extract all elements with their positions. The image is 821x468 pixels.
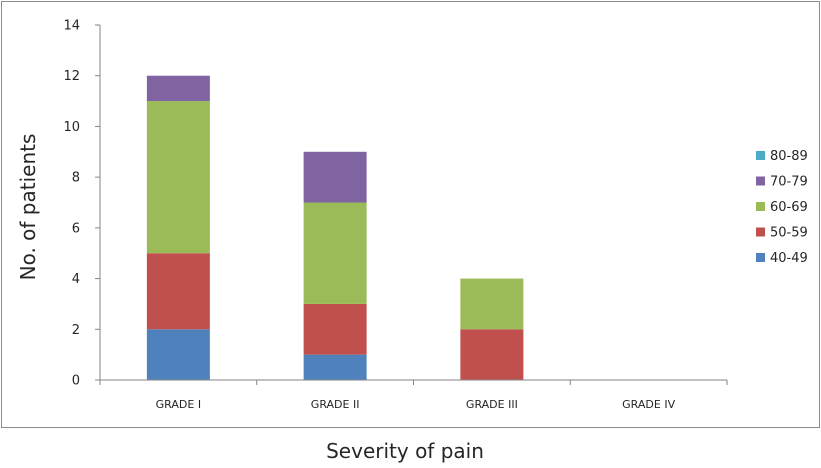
legend-swatch [756,227,765,237]
x-tick-label: GRADE I [156,398,201,411]
y-axis-title: No. of patients [16,134,40,281]
legend-swatch [756,202,765,211]
bar-segment-50-59 [303,303,367,355]
x-axis-title: Severity of pain [326,439,484,463]
bar-segment-50-59 [460,329,524,380]
chart-border [1,1,820,428]
x-axis-ticks: GRADE I GRADE II GRADE III GRADE IV [99,380,728,411]
bar-segment-70-79 [146,75,210,102]
x-tick-label: GRADE III [466,398,518,411]
bar-segment-60-69 [146,101,210,254]
legend-label: 80-89 [770,149,808,164]
y-tick-label: 14 [63,19,80,34]
bar-segment-40-49 [303,354,367,380]
bar-segment-60-69 [303,202,367,304]
bar-segment-70-79 [303,151,367,203]
y-tick-label: 12 [63,69,80,84]
legend-label: 50-59 [770,226,808,241]
x-tick-label: GRADE II [311,398,360,411]
legend-swatch [756,151,765,160]
legend-swatch [756,176,765,186]
legend-label: 70-79 [770,175,808,190]
y-tick-label: 8 [72,171,80,186]
bar-segment-50-59 [146,253,210,330]
legend-label: 60-69 [770,200,808,215]
bars [146,75,524,380]
bar-segment-60-69 [460,278,524,330]
y-axis-ticks: 0 2 4 6 8 10 12 14 [63,19,100,389]
y-tick-label: 10 [63,120,80,135]
bar-segment-40-49 [146,329,210,380]
y-tick-label: 4 [72,272,80,287]
x-tick-label: GRADE IV [622,398,675,411]
y-tick-label: 2 [72,323,80,338]
y-tick-label: 6 [72,221,80,236]
legend-swatch [756,253,765,262]
legend-label: 40-49 [770,251,808,266]
legend: 80-89 70-79 60-69 50-59 40-49 [756,149,808,266]
y-tick-label: 0 [72,374,80,389]
